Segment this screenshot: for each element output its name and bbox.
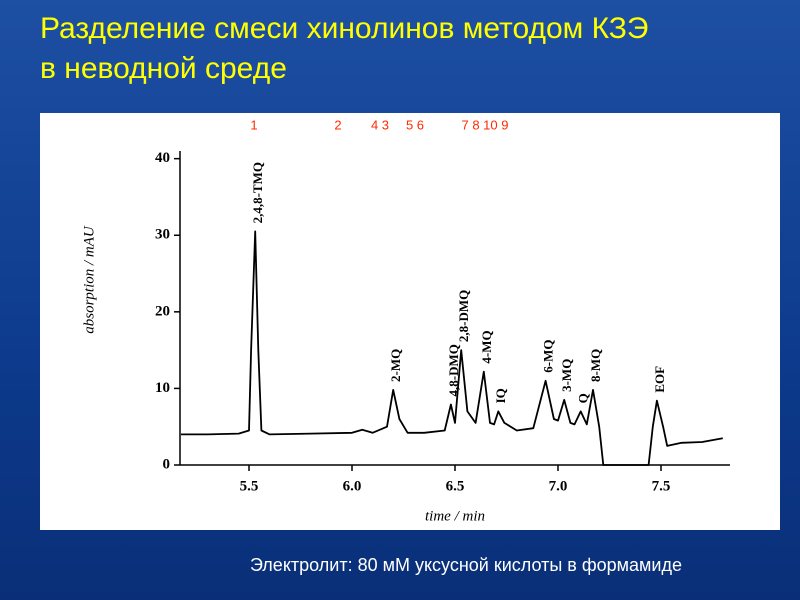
- y-tick-label: 40: [155, 150, 170, 166]
- peak-label: 6-MQ: [541, 340, 556, 373]
- peak-label: 4-MQ: [479, 330, 494, 363]
- footer: Электролит: 80 мМ уксусной кислоты в фор…: [250, 555, 682, 575]
- x-tick-label: 6.0: [343, 478, 362, 494]
- x-tick-label: 6.5: [446, 478, 465, 494]
- y-tick-label: 10: [155, 380, 170, 396]
- peak-number: 2: [334, 117, 341, 132]
- peak-label: IQ: [493, 388, 508, 403]
- peak-label: 8-MQ: [588, 349, 603, 382]
- peak-label: 2,4,8-TMQ: [250, 162, 265, 223]
- peak-label: EOF: [652, 366, 667, 393]
- trace: [181, 230, 723, 466]
- plot-panel: [40, 113, 780, 530]
- peak-number: 4 3: [371, 117, 389, 132]
- y-tick-label: 0: [163, 456, 171, 472]
- peak-label: Q: [576, 393, 591, 403]
- peak-label: 4,8-DMQ: [446, 344, 461, 396]
- y-tick-label: 20: [155, 303, 170, 319]
- peak-number: 1: [250, 117, 257, 132]
- y-tick-label: 30: [155, 227, 170, 243]
- peak-label: 2-MQ: [388, 349, 403, 382]
- peak-label: 3-MQ: [559, 359, 574, 392]
- x-tick-label: 7.0: [549, 478, 568, 494]
- title-line: Разделение смеси хинолинов методом КЗЭ: [40, 12, 648, 45]
- peak-number: 5 6: [406, 117, 424, 132]
- x-tick-label: 5.5: [240, 478, 259, 494]
- title-line: в неводной среде: [40, 52, 287, 85]
- peak-number: 7 8 10 9: [462, 117, 509, 132]
- peak-label: 2,8-DMQ: [456, 290, 471, 342]
- y-axis-label: absorption / mAU: [81, 225, 97, 334]
- x-tick-label: 7.5: [652, 478, 671, 494]
- x-axis-label: time / min: [425, 508, 485, 524]
